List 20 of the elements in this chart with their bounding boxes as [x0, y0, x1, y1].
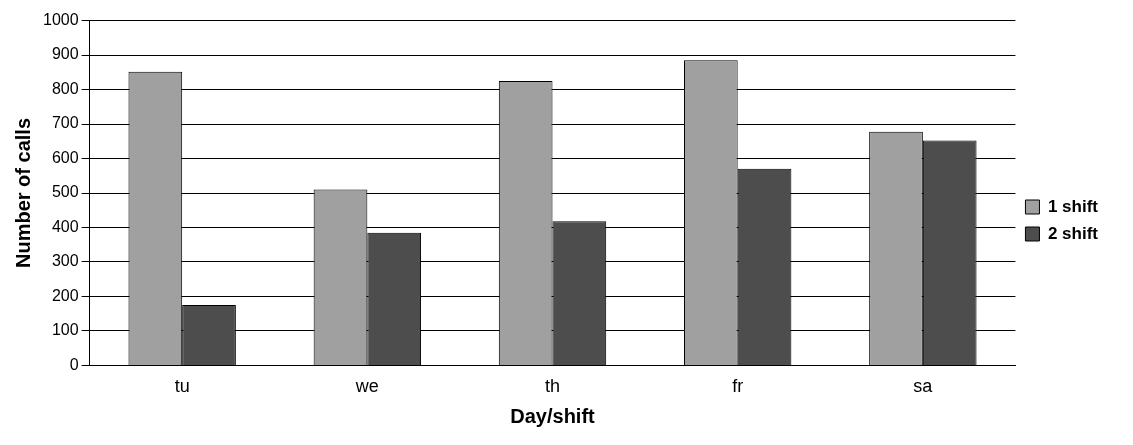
- y-tick-label: 600: [51, 148, 79, 166]
- x-axis-title: Day/shift: [510, 404, 596, 427]
- x-tick-label: sa: [913, 376, 934, 397]
- legend-label: 1 shift: [1047, 196, 1099, 216]
- y-tick-label: 700: [51, 114, 79, 132]
- y-tick-label: 800: [51, 79, 79, 97]
- x-tick-label: fr: [732, 376, 744, 397]
- legend-label: 2 shift: [1047, 223, 1099, 243]
- x-tick-label: th: [545, 376, 561, 397]
- y-tick-label: 0: [69, 355, 79, 373]
- y-tick-label: 300: [51, 252, 79, 270]
- x-tick-label: tu: [174, 376, 190, 397]
- y-axis-title: Number of calls: [11, 117, 34, 269]
- y-tick-label: 200: [51, 286, 79, 304]
- y-tick-label: 100: [51, 321, 79, 339]
- y-tick-label: 900: [51, 45, 79, 63]
- y-tick-label: 500: [51, 183, 79, 201]
- y-tick-label: 1000: [43, 11, 79, 29]
- y-tick-label: 400: [51, 217, 79, 235]
- x-tick-label: we: [354, 376, 379, 397]
